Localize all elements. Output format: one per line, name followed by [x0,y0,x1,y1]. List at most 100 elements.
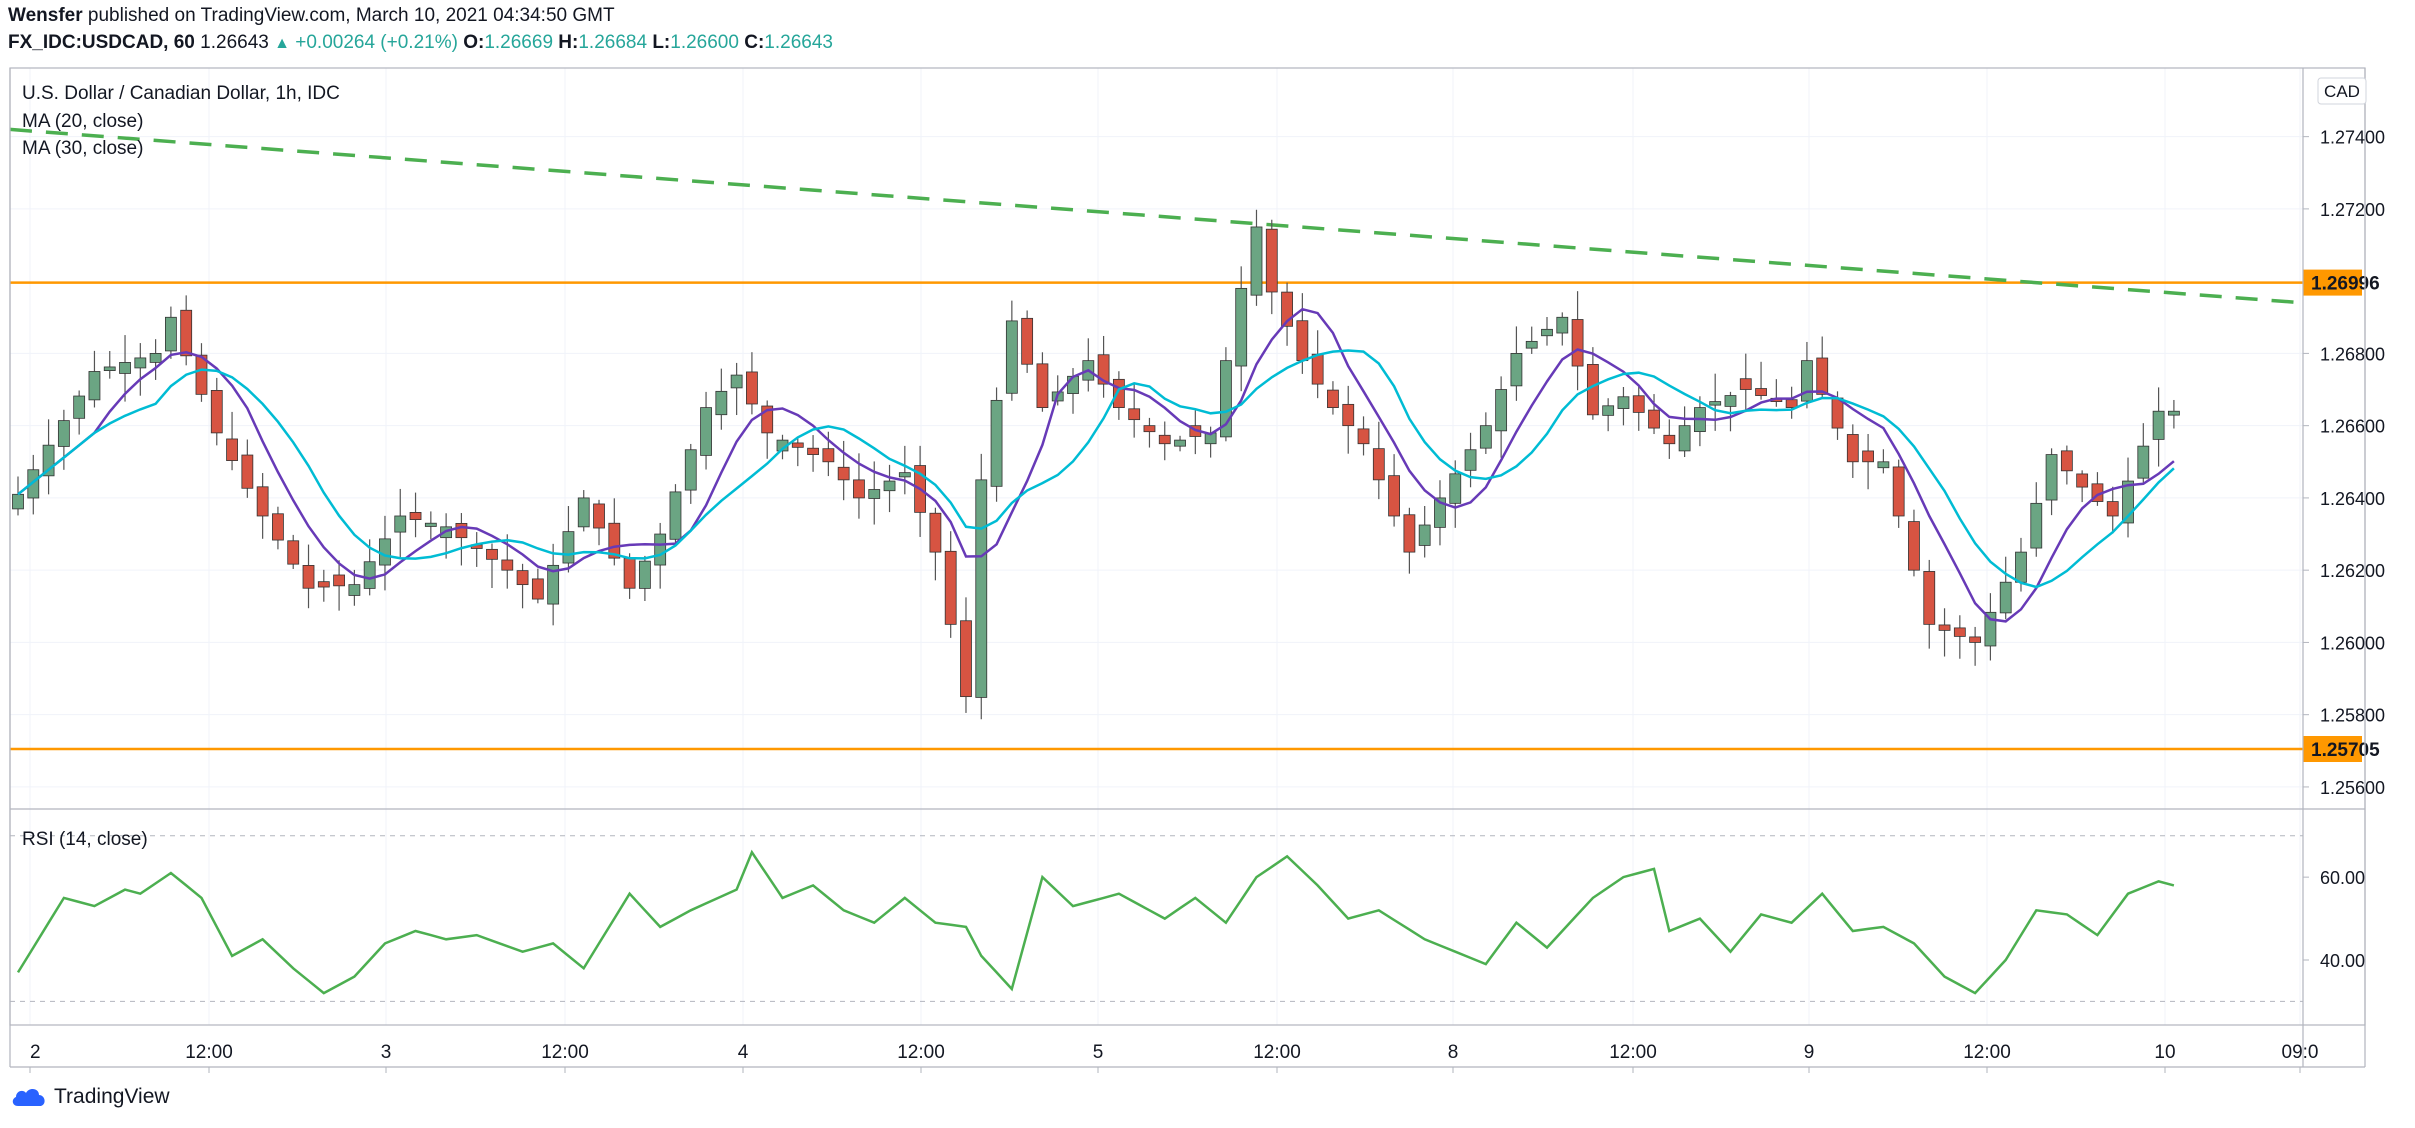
candle-body [960,620,972,698]
candle-body [1648,409,1660,429]
y-tick-label: 1.26400 [2320,489,2385,509]
chart-title: U.S. Dollar / Canadian Dollar, 1h, IDC [22,83,340,104]
candle-body [1969,636,1982,643]
candle-body [1678,425,1691,452]
high-label: H: [558,32,579,53]
trendline-group[interactable] [9,127,2304,305]
x-tick-label: 12:00 [1253,1042,1301,1063]
candle-body [119,362,131,374]
candle-body [684,449,697,491]
x-tick-label: 8 [1448,1042,1459,1063]
y-tick-label: 1.26200 [2320,561,2385,581]
candle-body [2015,551,2027,583]
candle-body [12,493,24,510]
y-tick-label: 1.26800 [2320,344,2385,364]
candle-body [1862,450,1874,463]
rsi-tick-label: 60.00 [2320,868,2365,888]
x-tick-label: 9 [1804,1042,1815,1063]
candle-body [2152,410,2165,440]
y-tick-label: 1.25800 [2320,706,2385,726]
candle-body [669,491,682,540]
candle-body [88,371,101,401]
candle-body [333,574,345,587]
candle-body [1112,378,1125,408]
candle-body [929,512,942,553]
candle-body [654,533,667,566]
candle-body [210,390,223,434]
candle-body [1265,228,1278,293]
candle-body [1464,449,1477,471]
legend-ma30[interactable]: MA (30, close) [22,138,143,159]
y-tick-label: 1.26600 [2320,417,2385,437]
open-label: O: [463,32,485,53]
candle-body [2030,502,2043,549]
x-tick-label: 12:00 [1609,1042,1657,1063]
candle-body [1510,353,1523,387]
symbol-ohlc-line: FX_IDC:USDCAD, 60 1.26643 ▲ +0.00264 (+0… [8,32,833,54]
price-level-label: 1.25705 [2311,740,2380,761]
candle-body [164,316,177,352]
candle-body [730,374,743,389]
symbol-label[interactable]: FX_IDC:USDCAD, 60 [8,32,195,53]
candle-body [1250,226,1263,296]
rsi-legend[interactable]: RSI (14, close) [22,829,148,850]
candle-body [317,581,330,588]
publish-info: Wensfer published on TradingView.com, Ma… [8,5,615,27]
candle-body [73,395,86,419]
candle-body [868,489,881,499]
close-label: C: [744,32,765,53]
candle-body [1281,291,1293,327]
low-label: L: [652,32,671,53]
candle-body [486,548,498,560]
rsi-tick-label: 40.00 [2320,951,2365,971]
up-triangle-icon: ▲ [274,35,290,52]
x-tick-label: 10 [2154,1042,2175,1063]
candle-body [516,570,529,586]
candle-body [791,442,804,448]
candle-body [1785,399,1798,408]
legend-ma20[interactable]: MA (20, close) [22,111,143,132]
candles[interactable] [12,209,2180,720]
candle-body [1434,497,1446,528]
candle-body [1158,434,1171,445]
ma30-line [17,349,2175,589]
candle-body [1938,624,1951,631]
candle-body [1525,340,1538,349]
x-tick-label: 09:0 [2282,1042,2319,1063]
tradingview-cloud-icon [12,1089,45,1106]
candle-body [287,540,300,565]
x-tick-label: 12:00 [897,1042,945,1063]
currency-label: CAD [2324,82,2360,101]
candle-body [577,497,590,528]
candle-body [501,559,514,571]
horizontal-levels[interactable]: 1.26996 1.25705 [10,269,2380,763]
candle-body [1953,627,1966,637]
candle-body [608,522,621,559]
candle-body [42,444,55,477]
candle-body [394,515,407,533]
candle-body [807,447,819,455]
candle-body [715,390,728,416]
moving-averages [17,307,2175,623]
candle-body [1984,611,1997,647]
candle-body [746,371,758,405]
rsi-line [16,849,2175,995]
candle-body [1036,363,1049,408]
candle-body [1541,328,1553,337]
candle-body [1220,360,1232,438]
candle-body [1801,360,1813,402]
candle-body [226,438,238,461]
candle-body [638,560,651,589]
author-name[interactable]: Wensfer [8,5,83,26]
candle-body [822,448,835,463]
candle-body [27,469,40,499]
candle-body [272,513,284,541]
tradingview-footer[interactable]: TradingView [10,1085,170,1109]
candle-body [1342,403,1355,427]
candle-body [1327,389,1339,408]
candle-body [1449,473,1462,504]
candle-body [256,486,269,517]
open-value: 1.26669 [484,32,554,53]
candle-body [853,479,865,499]
